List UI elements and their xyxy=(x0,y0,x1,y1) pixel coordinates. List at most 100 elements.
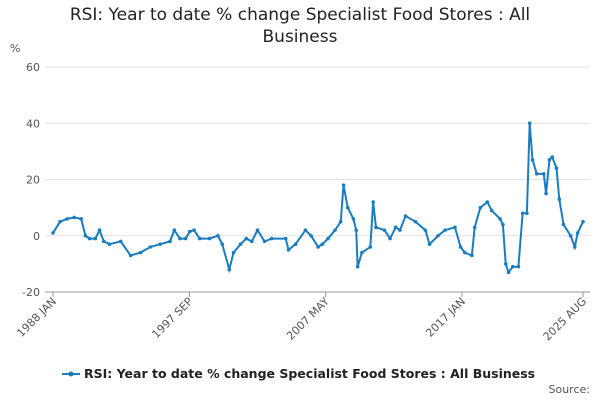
point xyxy=(516,264,521,269)
point xyxy=(178,236,182,241)
point xyxy=(227,267,232,272)
point xyxy=(83,233,88,238)
point xyxy=(470,253,474,258)
point xyxy=(489,208,494,213)
point xyxy=(472,225,477,230)
point xyxy=(534,172,539,176)
point xyxy=(525,211,529,216)
source: Source: xyxy=(549,383,591,396)
point xyxy=(575,231,580,235)
point xyxy=(423,228,428,232)
point xyxy=(128,253,133,258)
point xyxy=(506,270,511,275)
point xyxy=(197,236,202,241)
point xyxy=(320,242,325,246)
point xyxy=(255,228,260,232)
point xyxy=(413,219,418,224)
point xyxy=(107,242,112,246)
point xyxy=(382,228,387,232)
x-tick-label: 2007 MAY xyxy=(284,295,332,343)
point xyxy=(303,228,308,232)
point xyxy=(368,245,373,249)
point xyxy=(360,250,364,255)
point xyxy=(192,228,196,232)
y-tick-label: 20 xyxy=(26,174,40,187)
series-line xyxy=(52,123,584,275)
x-tick-label: 1988 JAN xyxy=(14,295,59,340)
point xyxy=(316,245,320,249)
x-tick-label: 1997 SEP xyxy=(149,295,195,341)
y-tick-label: 40 xyxy=(26,117,40,130)
point xyxy=(550,155,555,159)
point xyxy=(326,236,330,241)
legend-label: RSI: Year to date % change Specialist Fo… xyxy=(84,366,535,381)
point xyxy=(293,242,298,246)
point xyxy=(309,233,313,238)
point xyxy=(101,239,106,244)
point xyxy=(345,205,350,210)
point xyxy=(463,250,467,255)
point xyxy=(97,228,102,232)
point xyxy=(72,215,76,220)
legend-item: RSI: Year to date % change Specialist Fo… xyxy=(62,366,535,381)
point xyxy=(573,245,577,249)
point xyxy=(269,236,274,241)
point xyxy=(541,172,546,176)
point xyxy=(355,264,360,269)
point xyxy=(51,231,55,235)
point xyxy=(398,228,402,232)
point xyxy=(478,205,483,210)
point xyxy=(554,166,559,171)
legend-marker xyxy=(68,371,74,377)
y-tick-label: 60 xyxy=(26,61,40,74)
point xyxy=(520,211,525,216)
point xyxy=(568,233,573,238)
point xyxy=(547,158,552,162)
point xyxy=(561,222,566,227)
point xyxy=(371,200,375,204)
point xyxy=(148,245,153,249)
point xyxy=(172,228,177,232)
point xyxy=(351,217,356,221)
point xyxy=(283,236,288,241)
point xyxy=(65,217,69,221)
point xyxy=(458,245,463,249)
point xyxy=(238,242,243,246)
point xyxy=(527,121,532,126)
point xyxy=(427,242,432,246)
point xyxy=(341,183,346,187)
point xyxy=(485,200,490,204)
point xyxy=(530,158,535,162)
point xyxy=(403,214,408,218)
x-tick-label: 2025 AUG xyxy=(541,295,590,344)
point xyxy=(453,225,457,230)
point xyxy=(510,264,515,269)
point xyxy=(501,222,505,227)
point xyxy=(183,236,188,241)
point xyxy=(374,225,378,230)
point xyxy=(188,229,192,234)
point xyxy=(87,236,92,241)
point xyxy=(393,225,398,230)
point xyxy=(216,233,220,238)
point xyxy=(443,228,447,232)
point xyxy=(58,219,62,224)
chart-title: RSI: Year to date % change Specialist Fo… xyxy=(69,5,531,47)
y-tick-label: 0 xyxy=(33,230,40,243)
point xyxy=(544,191,548,196)
point xyxy=(498,217,502,221)
y-axis-label: % xyxy=(10,42,20,55)
y-tick-label: -20 xyxy=(22,286,40,299)
point xyxy=(333,228,337,232)
point xyxy=(338,219,343,224)
point xyxy=(220,242,225,246)
point xyxy=(262,239,267,244)
point xyxy=(118,239,123,244)
point xyxy=(158,242,162,246)
point xyxy=(250,239,254,244)
point xyxy=(207,236,212,241)
point xyxy=(286,248,291,252)
x-tick-label: 2017 JAN xyxy=(423,295,468,340)
